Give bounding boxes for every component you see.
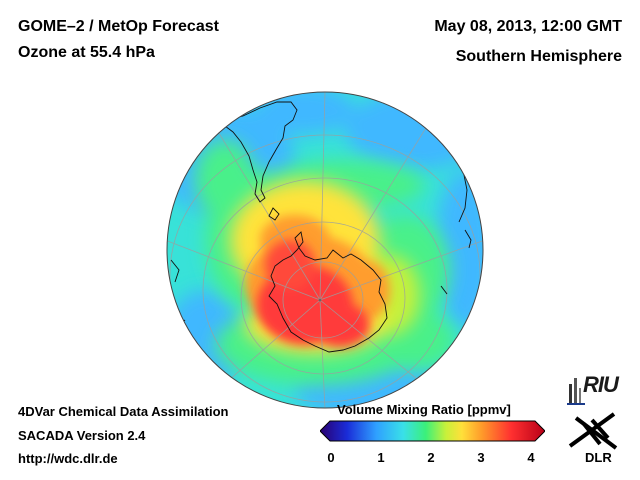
colorbar-tick-1: 1 <box>377 450 385 465</box>
footer-method: 4DVar Chemical Data Assimilation <box>18 404 229 419</box>
title-variable: Ozone at 55.4 hPa <box>18 44 155 61</box>
riu-logo-text: RIU <box>583 372 619 397</box>
riu-logo-icon <box>567 378 585 405</box>
footer-version: SACADA Version 2.4 <box>18 428 146 443</box>
colorbar-tick-2: 2 <box>427 450 435 465</box>
south-pole-marker <box>318 298 322 302</box>
title-datetime: May 08, 2013, 12:00 GMT <box>434 18 622 35</box>
dlr-logo-text: DLR <box>585 450 612 465</box>
dlr-logo-icon <box>568 412 618 450</box>
footer-url[interactable]: http://wdc.dlr.de <box>18 451 118 466</box>
colorbar-tick-0: 0 <box>327 450 335 465</box>
colorbar-tick-4: 4 <box>527 450 535 465</box>
colorbar-title: Volume Mixing Ratio [ppmv] <box>337 402 511 417</box>
title-hemisphere: Southern Hemisphere <box>455 48 622 65</box>
coastlines <box>170 101 472 353</box>
title-product: GOME–2 / MetOp Forecast <box>18 18 219 35</box>
ozone-globe-map <box>165 90 485 410</box>
colorbar <box>320 420 545 442</box>
colorbar-tick-3: 3 <box>477 450 485 465</box>
